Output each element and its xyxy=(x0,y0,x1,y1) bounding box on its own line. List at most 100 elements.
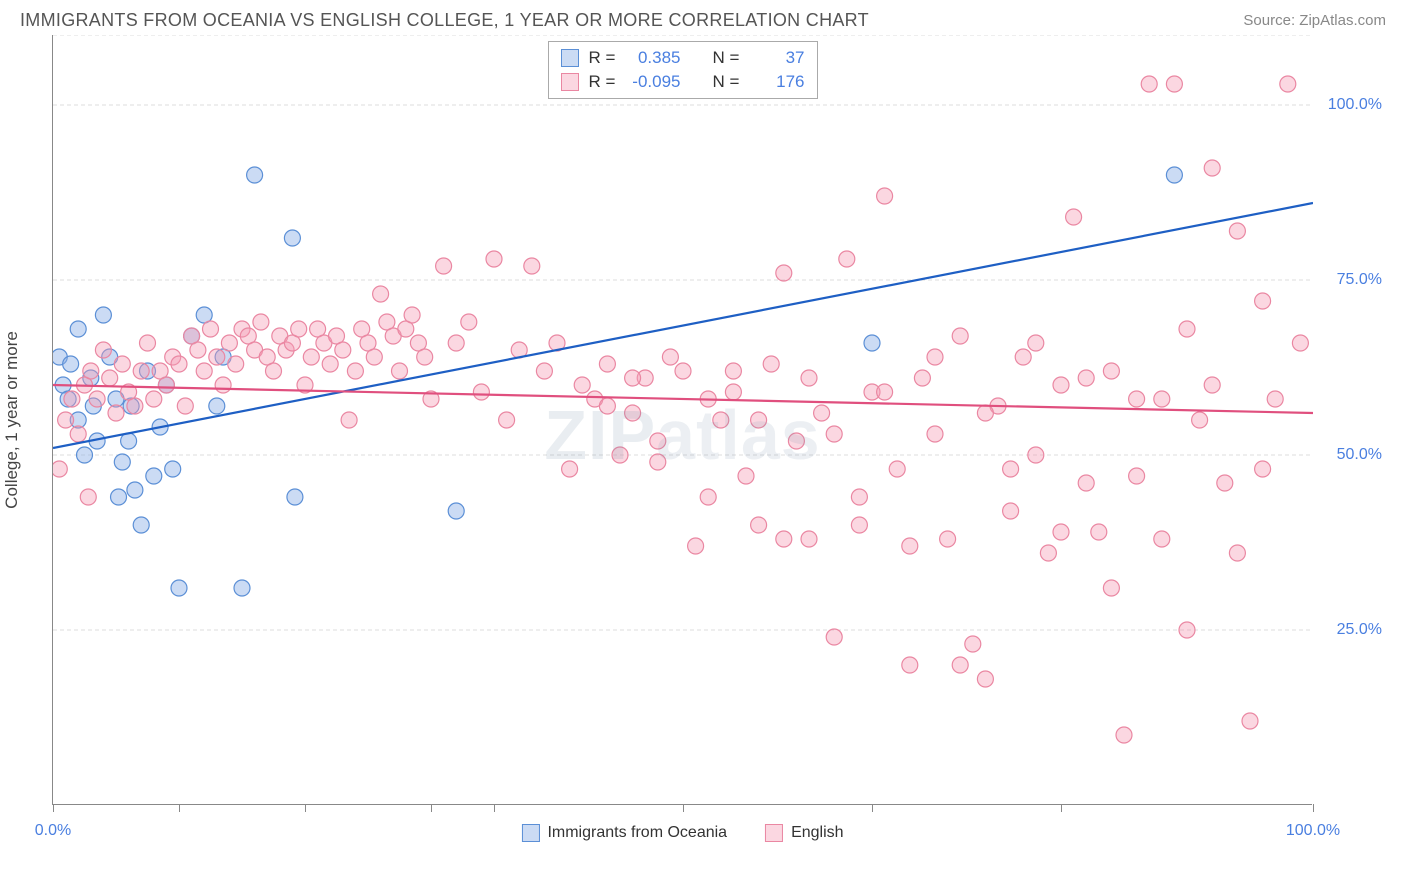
data-point xyxy=(801,531,817,547)
data-point xyxy=(826,426,842,442)
data-point xyxy=(1028,447,1044,463)
data-point xyxy=(80,489,96,505)
data-point xyxy=(1053,377,1069,393)
data-point xyxy=(221,335,237,351)
data-point xyxy=(1103,580,1119,596)
legend-swatch xyxy=(561,49,579,67)
data-point xyxy=(877,188,893,204)
data-point xyxy=(851,517,867,533)
data-point xyxy=(889,461,905,477)
data-point xyxy=(776,531,792,547)
data-point xyxy=(751,412,767,428)
data-point xyxy=(751,517,767,533)
data-point xyxy=(77,447,93,463)
data-point xyxy=(177,398,193,414)
legend-swatch xyxy=(561,73,579,91)
data-point xyxy=(1053,524,1069,540)
data-point xyxy=(209,398,225,414)
chart-header: IMMIGRANTS FROM OCEANIA VS ENGLISH COLLE… xyxy=(0,0,1406,33)
data-point xyxy=(662,349,678,365)
data-point xyxy=(1003,461,1019,477)
data-point xyxy=(1192,412,1208,428)
data-point xyxy=(89,391,105,407)
data-point xyxy=(1028,335,1044,351)
data-point xyxy=(1229,223,1245,239)
source-link[interactable]: ZipAtlas.com xyxy=(1299,12,1386,29)
data-point xyxy=(417,349,433,365)
data-point xyxy=(574,377,590,393)
data-point xyxy=(1204,377,1220,393)
data-point xyxy=(133,517,149,533)
data-point xyxy=(461,314,477,330)
data-point xyxy=(196,363,212,379)
correlation-row: R =0.385N =37 xyxy=(561,46,805,70)
data-point xyxy=(64,391,80,407)
data-point xyxy=(1103,363,1119,379)
data-point xyxy=(70,321,86,337)
data-point xyxy=(284,230,300,246)
data-point xyxy=(1217,475,1233,491)
data-point xyxy=(247,167,263,183)
data-point xyxy=(190,342,206,358)
data-point xyxy=(536,363,552,379)
data-point xyxy=(341,412,357,428)
data-point xyxy=(1166,76,1182,92)
legend-swatch xyxy=(521,824,539,842)
data-point xyxy=(140,335,156,351)
data-point xyxy=(524,258,540,274)
data-point xyxy=(392,363,408,379)
data-point xyxy=(111,489,127,505)
data-point xyxy=(322,356,338,372)
chart-area: College, 1 year or more R =0.385N =37R =… xyxy=(20,35,1386,805)
x-tick-label: 0.0% xyxy=(35,822,71,840)
data-point xyxy=(1116,727,1132,743)
data-point xyxy=(725,363,741,379)
data-point xyxy=(788,433,804,449)
source-label: Source: ZipAtlas.com xyxy=(1243,12,1386,29)
data-point xyxy=(612,447,628,463)
legend-item: Immigrants from Oceania xyxy=(521,824,727,842)
data-point xyxy=(1154,391,1170,407)
data-point xyxy=(625,405,641,421)
data-point xyxy=(965,636,981,652)
data-point xyxy=(977,671,993,687)
data-point xyxy=(952,657,968,673)
legend-label: English xyxy=(791,824,843,842)
data-point xyxy=(763,356,779,372)
data-point xyxy=(1179,622,1195,638)
data-point xyxy=(1255,461,1271,477)
data-point xyxy=(499,412,515,428)
data-point xyxy=(133,363,149,379)
data-point xyxy=(625,370,641,386)
data-point xyxy=(1292,335,1308,351)
data-point xyxy=(1091,524,1107,540)
legend-label: Immigrants from Oceania xyxy=(547,824,727,842)
data-point xyxy=(287,489,303,505)
data-point xyxy=(1242,713,1258,729)
data-point xyxy=(347,363,363,379)
data-point xyxy=(1015,349,1031,365)
data-point xyxy=(839,251,855,267)
data-point xyxy=(165,461,181,477)
data-point xyxy=(700,489,716,505)
data-point xyxy=(1078,370,1094,386)
data-point xyxy=(877,384,893,400)
data-point xyxy=(114,454,130,470)
data-point xyxy=(1003,503,1019,519)
data-point xyxy=(776,265,792,281)
data-point xyxy=(801,370,817,386)
scatter-svg xyxy=(53,35,1313,805)
data-point xyxy=(171,580,187,596)
data-point xyxy=(851,489,867,505)
data-point xyxy=(366,349,382,365)
data-point xyxy=(448,503,464,519)
data-point xyxy=(914,370,930,386)
data-point xyxy=(952,328,968,344)
data-point xyxy=(448,335,464,351)
data-point xyxy=(1267,391,1283,407)
data-point xyxy=(63,356,79,372)
data-point xyxy=(725,384,741,400)
data-point xyxy=(146,468,162,484)
data-point xyxy=(650,433,666,449)
correlation-row: R =-0.095N =176 xyxy=(561,70,805,94)
